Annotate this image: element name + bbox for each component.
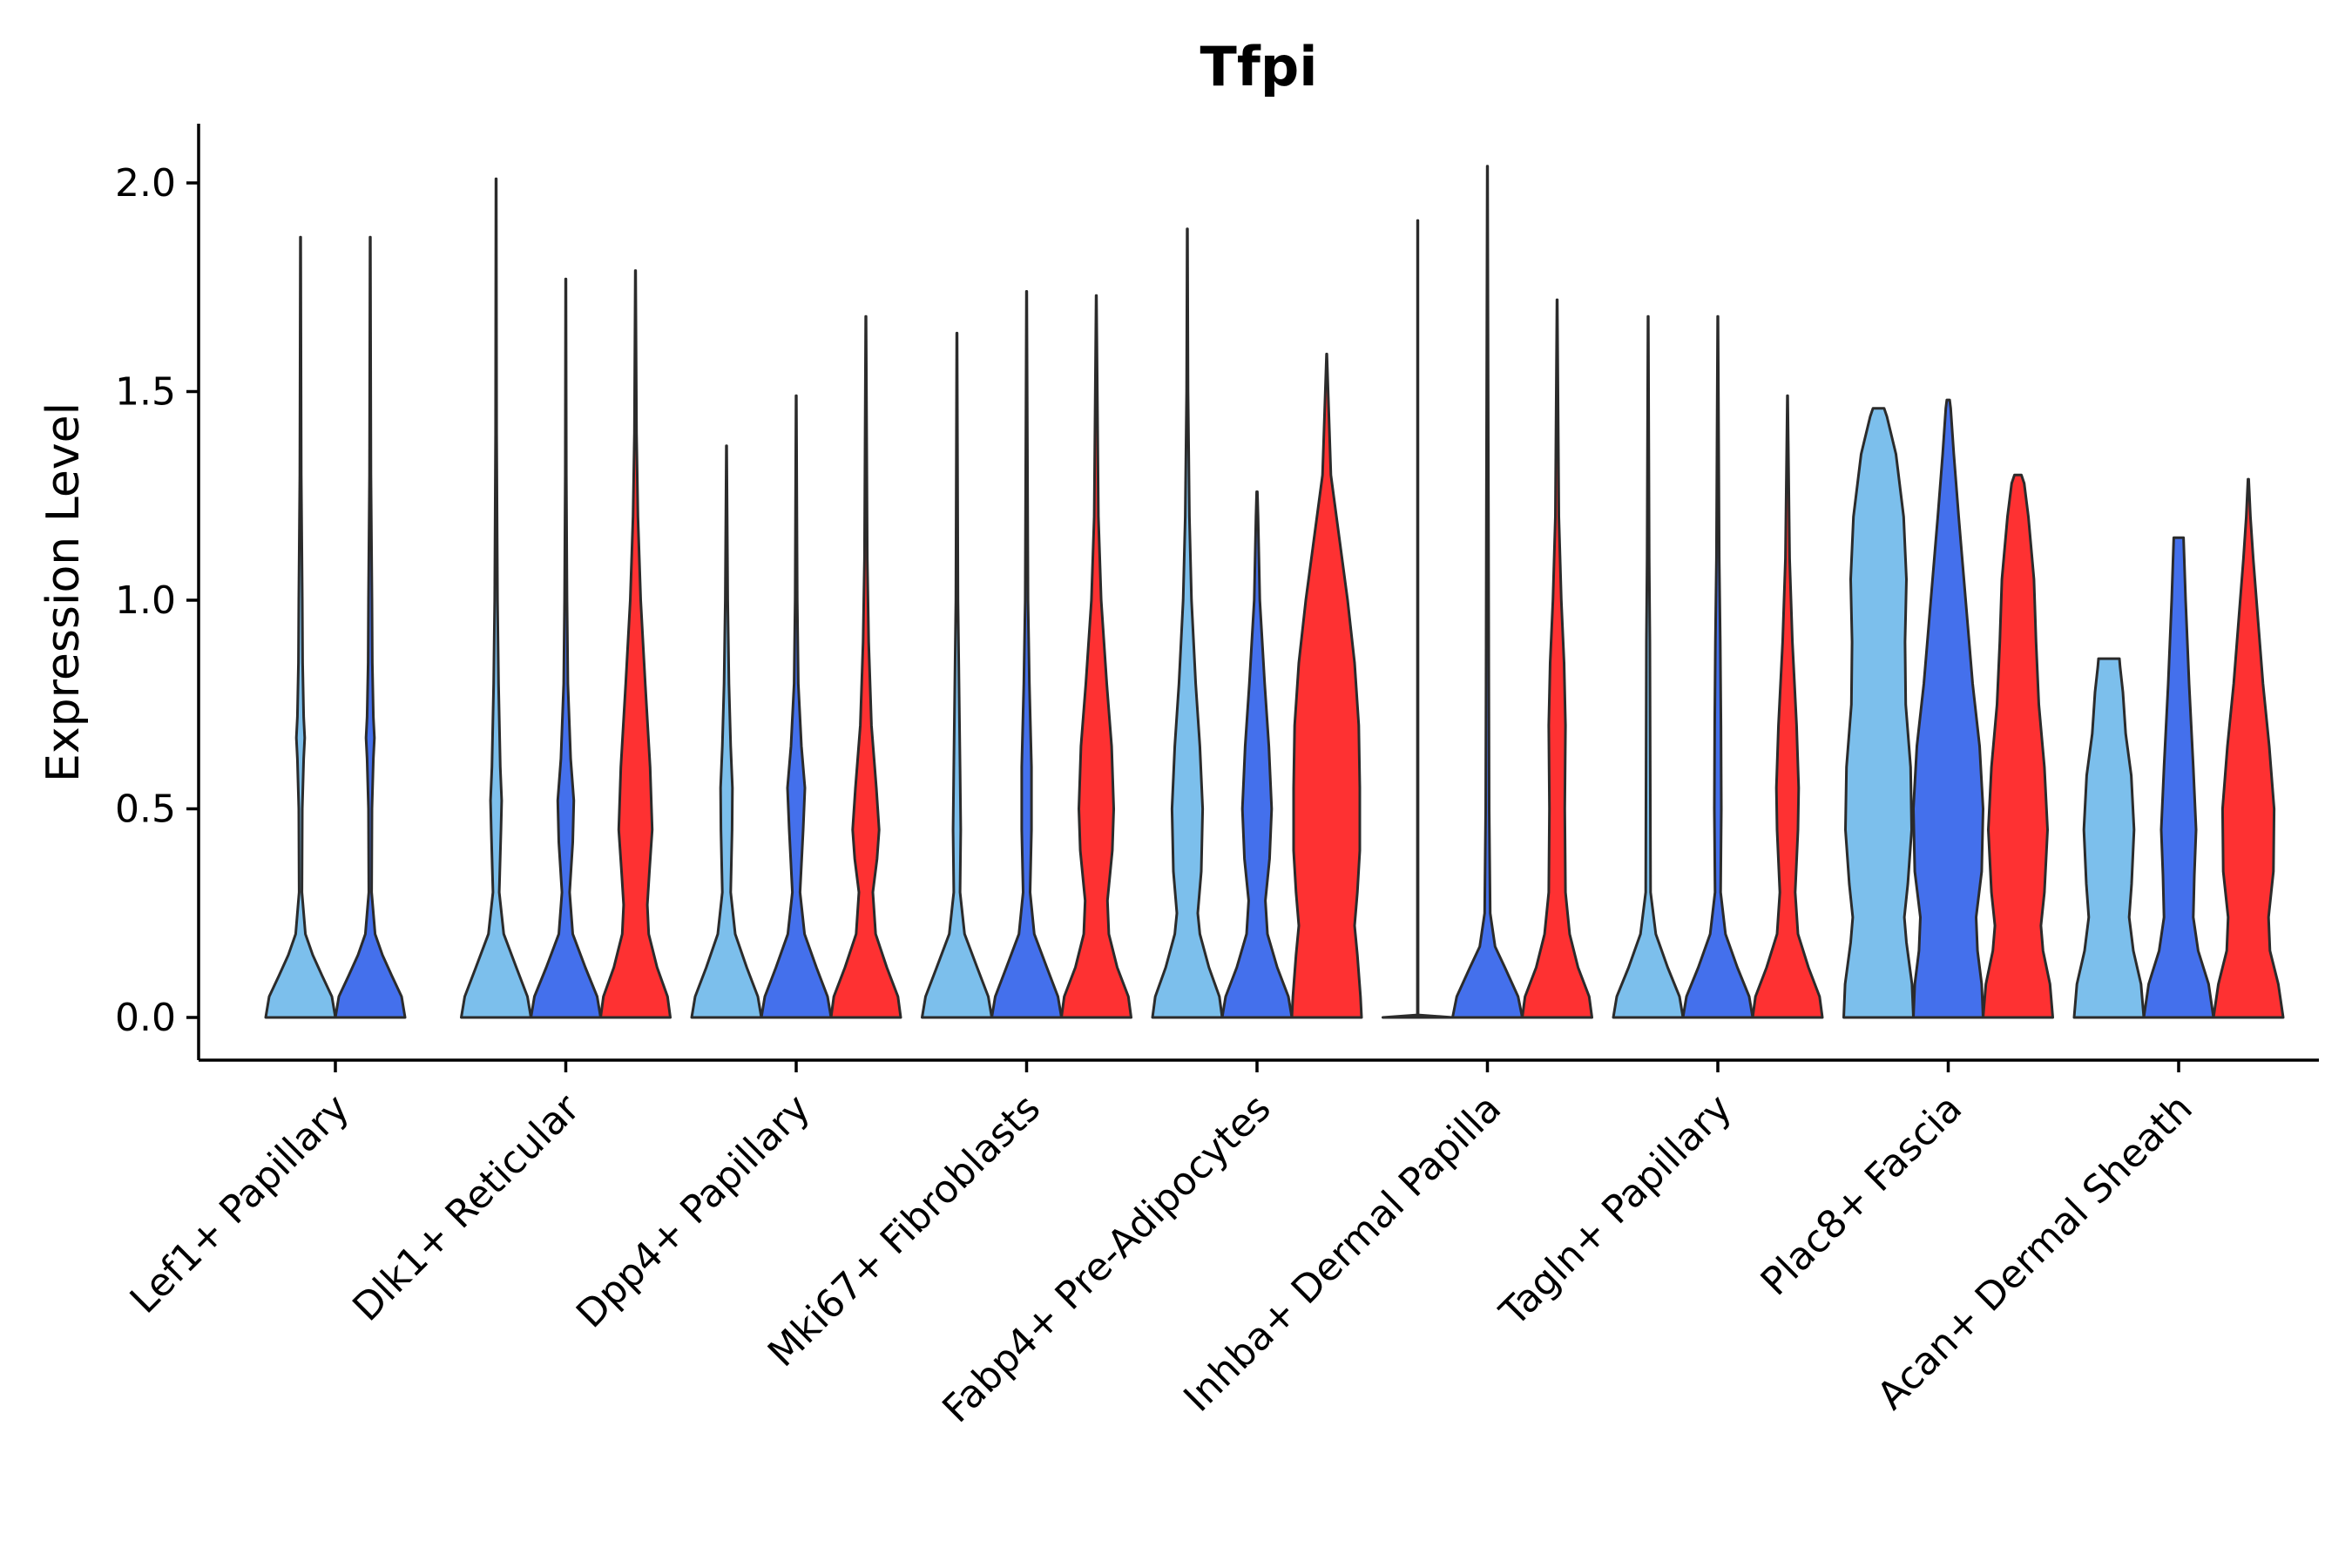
violin-mark: [1842, 407, 1915, 1019]
category-group: [460, 177, 672, 1019]
violin-mark: [530, 277, 602, 1019]
y-axis-label: Expression Level: [37, 402, 90, 782]
violin-mark: [2142, 536, 2215, 1019]
category-group: [264, 235, 407, 1019]
violin-mark: [1751, 394, 1824, 1019]
violin-mark: [1912, 398, 1984, 1019]
violin-mark: [921, 331, 993, 1019]
violin-mark: [1060, 294, 1132, 1019]
violins-layer: [264, 165, 2285, 1019]
y-tick-label: 2.0: [115, 161, 176, 206]
violin-mark: [1612, 314, 1685, 1019]
violin-mark: [1382, 219, 1454, 1019]
violin-mark: [599, 269, 672, 1019]
x-tick-label: Lef1+ Papillary: [122, 1086, 358, 1322]
violin-mark: [2212, 477, 2285, 1019]
violin-mark: [1290, 352, 1363, 1019]
violin-mark: [990, 290, 1063, 1019]
x-tick-label: Plac8+ Fascia: [1753, 1086, 1971, 1305]
y-tick-label: 0.5: [115, 787, 176, 832]
violin-mark: [1151, 227, 1224, 1019]
x-tick-label: Dpp4+ Papillary: [568, 1086, 819, 1337]
category-group: [1151, 227, 1363, 1019]
violin-mark: [1521, 298, 1593, 1019]
y-tick-label: 1.5: [115, 370, 176, 415]
category-group: [921, 290, 1132, 1019]
category-group: [1382, 165, 1593, 1019]
violin-mark: [1220, 490, 1294, 1019]
x-tick-label: Dlk1+ Reticular: [344, 1085, 589, 1330]
violin-mark: [1451, 165, 1524, 1019]
violin-mark: [760, 394, 833, 1019]
y-tick-label: 1.0: [115, 578, 176, 623]
violin-mark: [334, 235, 407, 1019]
violin-mark: [829, 314, 902, 1019]
violin-mark: [264, 235, 337, 1019]
y-tick-label: 0.0: [115, 996, 176, 1040]
x-tick-label: Tagln+ Papillary: [1491, 1086, 1740, 1335]
violin-mark: [1982, 473, 2054, 1019]
violin-mark: [690, 444, 763, 1019]
category-group: [2072, 477, 2285, 1019]
violin-mark: [2072, 657, 2146, 1019]
category-group: [1612, 314, 1824, 1019]
category-group: [1842, 398, 2054, 1019]
violin-mark: [460, 177, 532, 1019]
category-group: [690, 314, 902, 1019]
violin-mark: [1681, 314, 1754, 1019]
chart-title: Tfpi: [1200, 35, 1318, 98]
